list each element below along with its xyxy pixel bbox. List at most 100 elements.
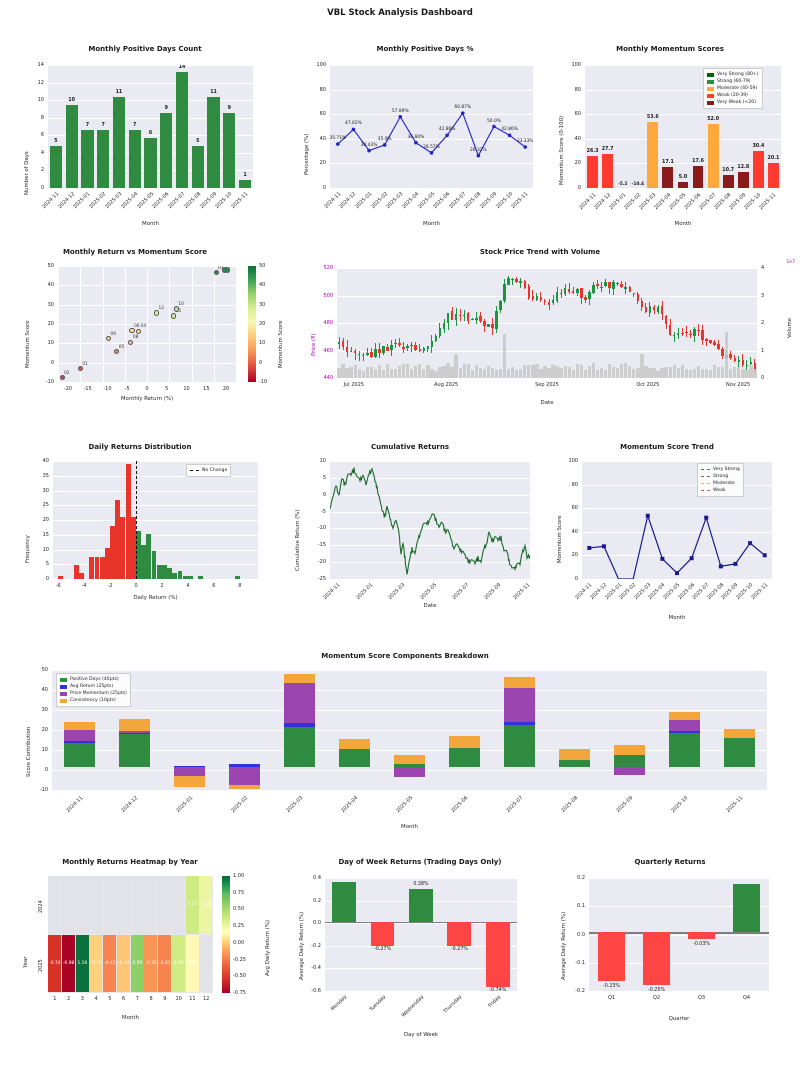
volume-bar xyxy=(458,367,462,378)
gridline-vertical xyxy=(213,266,215,382)
colorbar-tick-label: 0 xyxy=(259,359,263,366)
gridline-horizontal xyxy=(325,923,517,925)
stacked-bar-segment xyxy=(283,674,316,684)
bar xyxy=(485,922,510,988)
y-tick-label: 8 xyxy=(40,114,44,121)
gridline-horizontal xyxy=(582,555,772,557)
volume-bar xyxy=(430,368,434,378)
volume-bar xyxy=(668,366,672,378)
legend-swatch xyxy=(707,86,714,91)
candle-body xyxy=(426,346,430,349)
candle-body xyxy=(636,293,640,301)
colorbar-tick-label: 30 xyxy=(259,301,266,308)
colorbar-label: Momentum Score xyxy=(278,320,284,368)
bar-value-label: 0.38% xyxy=(413,881,429,887)
scatter-point-label: 05 xyxy=(118,344,125,350)
candle-body xyxy=(559,292,563,294)
y-tick-label: 20 xyxy=(42,517,49,523)
candle-body xyxy=(729,354,732,359)
volume-bar xyxy=(506,368,511,378)
bar-value-label: 6 xyxy=(148,131,153,137)
candle-body xyxy=(612,282,615,289)
x-tick-label: Jul 2025 xyxy=(343,382,364,388)
gridline-horizontal xyxy=(52,670,767,671)
volume-bar xyxy=(361,370,365,378)
x-tick-label: -4 xyxy=(81,583,87,589)
stacked-bar-segment xyxy=(613,744,646,756)
heatmap-cell-value: -0.18 xyxy=(117,960,130,966)
x-axis-label: Date xyxy=(423,603,437,609)
candle-body xyxy=(604,282,607,287)
stacked-bar-segment xyxy=(283,683,316,723)
y-tick-label: 40 xyxy=(47,282,54,289)
legend-item: Moderate xyxy=(701,480,740,487)
legend-label: Avg Return (25pts) xyxy=(70,684,114,689)
volume-bar xyxy=(688,369,692,378)
gridline-horizontal xyxy=(582,508,772,510)
y-tick-label: 0.4 xyxy=(313,875,321,881)
bar xyxy=(722,174,734,188)
candle-wick xyxy=(354,349,356,360)
gridline-horizontal xyxy=(589,934,769,936)
chart-positive-days-count: Monthly Positive Days Count Number of Da… xyxy=(20,45,270,230)
heatmap-cell-value: 0.30 xyxy=(173,960,184,966)
legend-components: Positive Days (40pts) Avg Return (25pts) P… xyxy=(56,673,131,707)
x-tick-label: 6 xyxy=(122,996,126,1002)
x-tick-label: 2025-05 xyxy=(419,582,439,602)
candle-body xyxy=(535,295,539,301)
x-tick-label: 10 xyxy=(175,996,182,1002)
point-value-label: 50.0% xyxy=(486,118,501,124)
colorbar-tick-label: -0.50 xyxy=(233,973,246,980)
chart-returns-heatmap: Monthly Returns Heatmap by Year Year 0.3… xyxy=(15,858,290,1053)
y-tick-label: -10 xyxy=(39,787,48,793)
x-tick-label: 15 xyxy=(203,386,210,392)
scatter-point-label: 09 xyxy=(110,331,116,337)
histogram-bar xyxy=(125,463,131,579)
heatmap-cell xyxy=(103,934,117,993)
scatter-point xyxy=(105,336,112,342)
volume-bar xyxy=(551,364,555,378)
y2-exponent: 1e7 xyxy=(786,260,795,265)
candle-body xyxy=(438,328,442,336)
y-tick-label: 0 xyxy=(50,359,54,366)
volume-bar xyxy=(547,367,551,378)
volume-bar xyxy=(531,364,535,378)
candle-body xyxy=(648,305,652,314)
chart-return-vs-momentum: Monthly Return vs Momentum Score Momentu… xyxy=(20,248,285,418)
gridline-horizontal xyxy=(53,549,258,551)
bar xyxy=(81,129,94,188)
volume-bar xyxy=(680,365,684,378)
candle-wick xyxy=(362,352,364,361)
gridline-horizontal xyxy=(337,268,757,269)
candle-body xyxy=(576,289,579,293)
bar-value-label: 52.0 xyxy=(707,117,720,123)
volume-bar xyxy=(753,368,757,378)
gridline-horizontal xyxy=(330,114,533,116)
volume-bar xyxy=(563,366,567,378)
plot-area: 35.71% 47.62% 30.43% 35.0% 57.89% 36.84% 28.57… xyxy=(330,65,533,188)
candle-body xyxy=(580,288,583,298)
candle-wick xyxy=(633,293,635,298)
candle-body xyxy=(402,347,405,350)
bar-value-label: 53.6 xyxy=(646,115,659,121)
legend-swatch xyxy=(190,470,199,471)
x-tick-label: -5 xyxy=(124,386,130,392)
x-tick-label: 4 xyxy=(94,996,98,1002)
volume-bar xyxy=(353,365,357,378)
scatter-point xyxy=(128,339,134,345)
candle-wick xyxy=(366,347,368,357)
y-tick-label: 0.0 xyxy=(313,920,321,927)
y-tick-label: 500 xyxy=(323,292,333,299)
chart-title: Momentum Score Components Breakdown xyxy=(321,652,489,660)
stacked-bar-segment xyxy=(118,719,151,731)
x-tick-label: 2025-05 xyxy=(394,795,414,815)
y-tick-label: 20 xyxy=(41,727,48,733)
legend-label: Positive Days (40pts) xyxy=(70,677,119,682)
y-tick-label: -0.6 xyxy=(311,988,321,994)
chart-momentum-scores: Monthly Momentum Scores Momentum Score (… xyxy=(555,45,800,230)
x-tick-label: 4 xyxy=(186,583,190,589)
legend-label: Strong (60-79) xyxy=(717,79,751,84)
candle-body xyxy=(471,318,474,321)
gridline-horizontal xyxy=(52,750,767,751)
volume-bar xyxy=(410,368,414,378)
